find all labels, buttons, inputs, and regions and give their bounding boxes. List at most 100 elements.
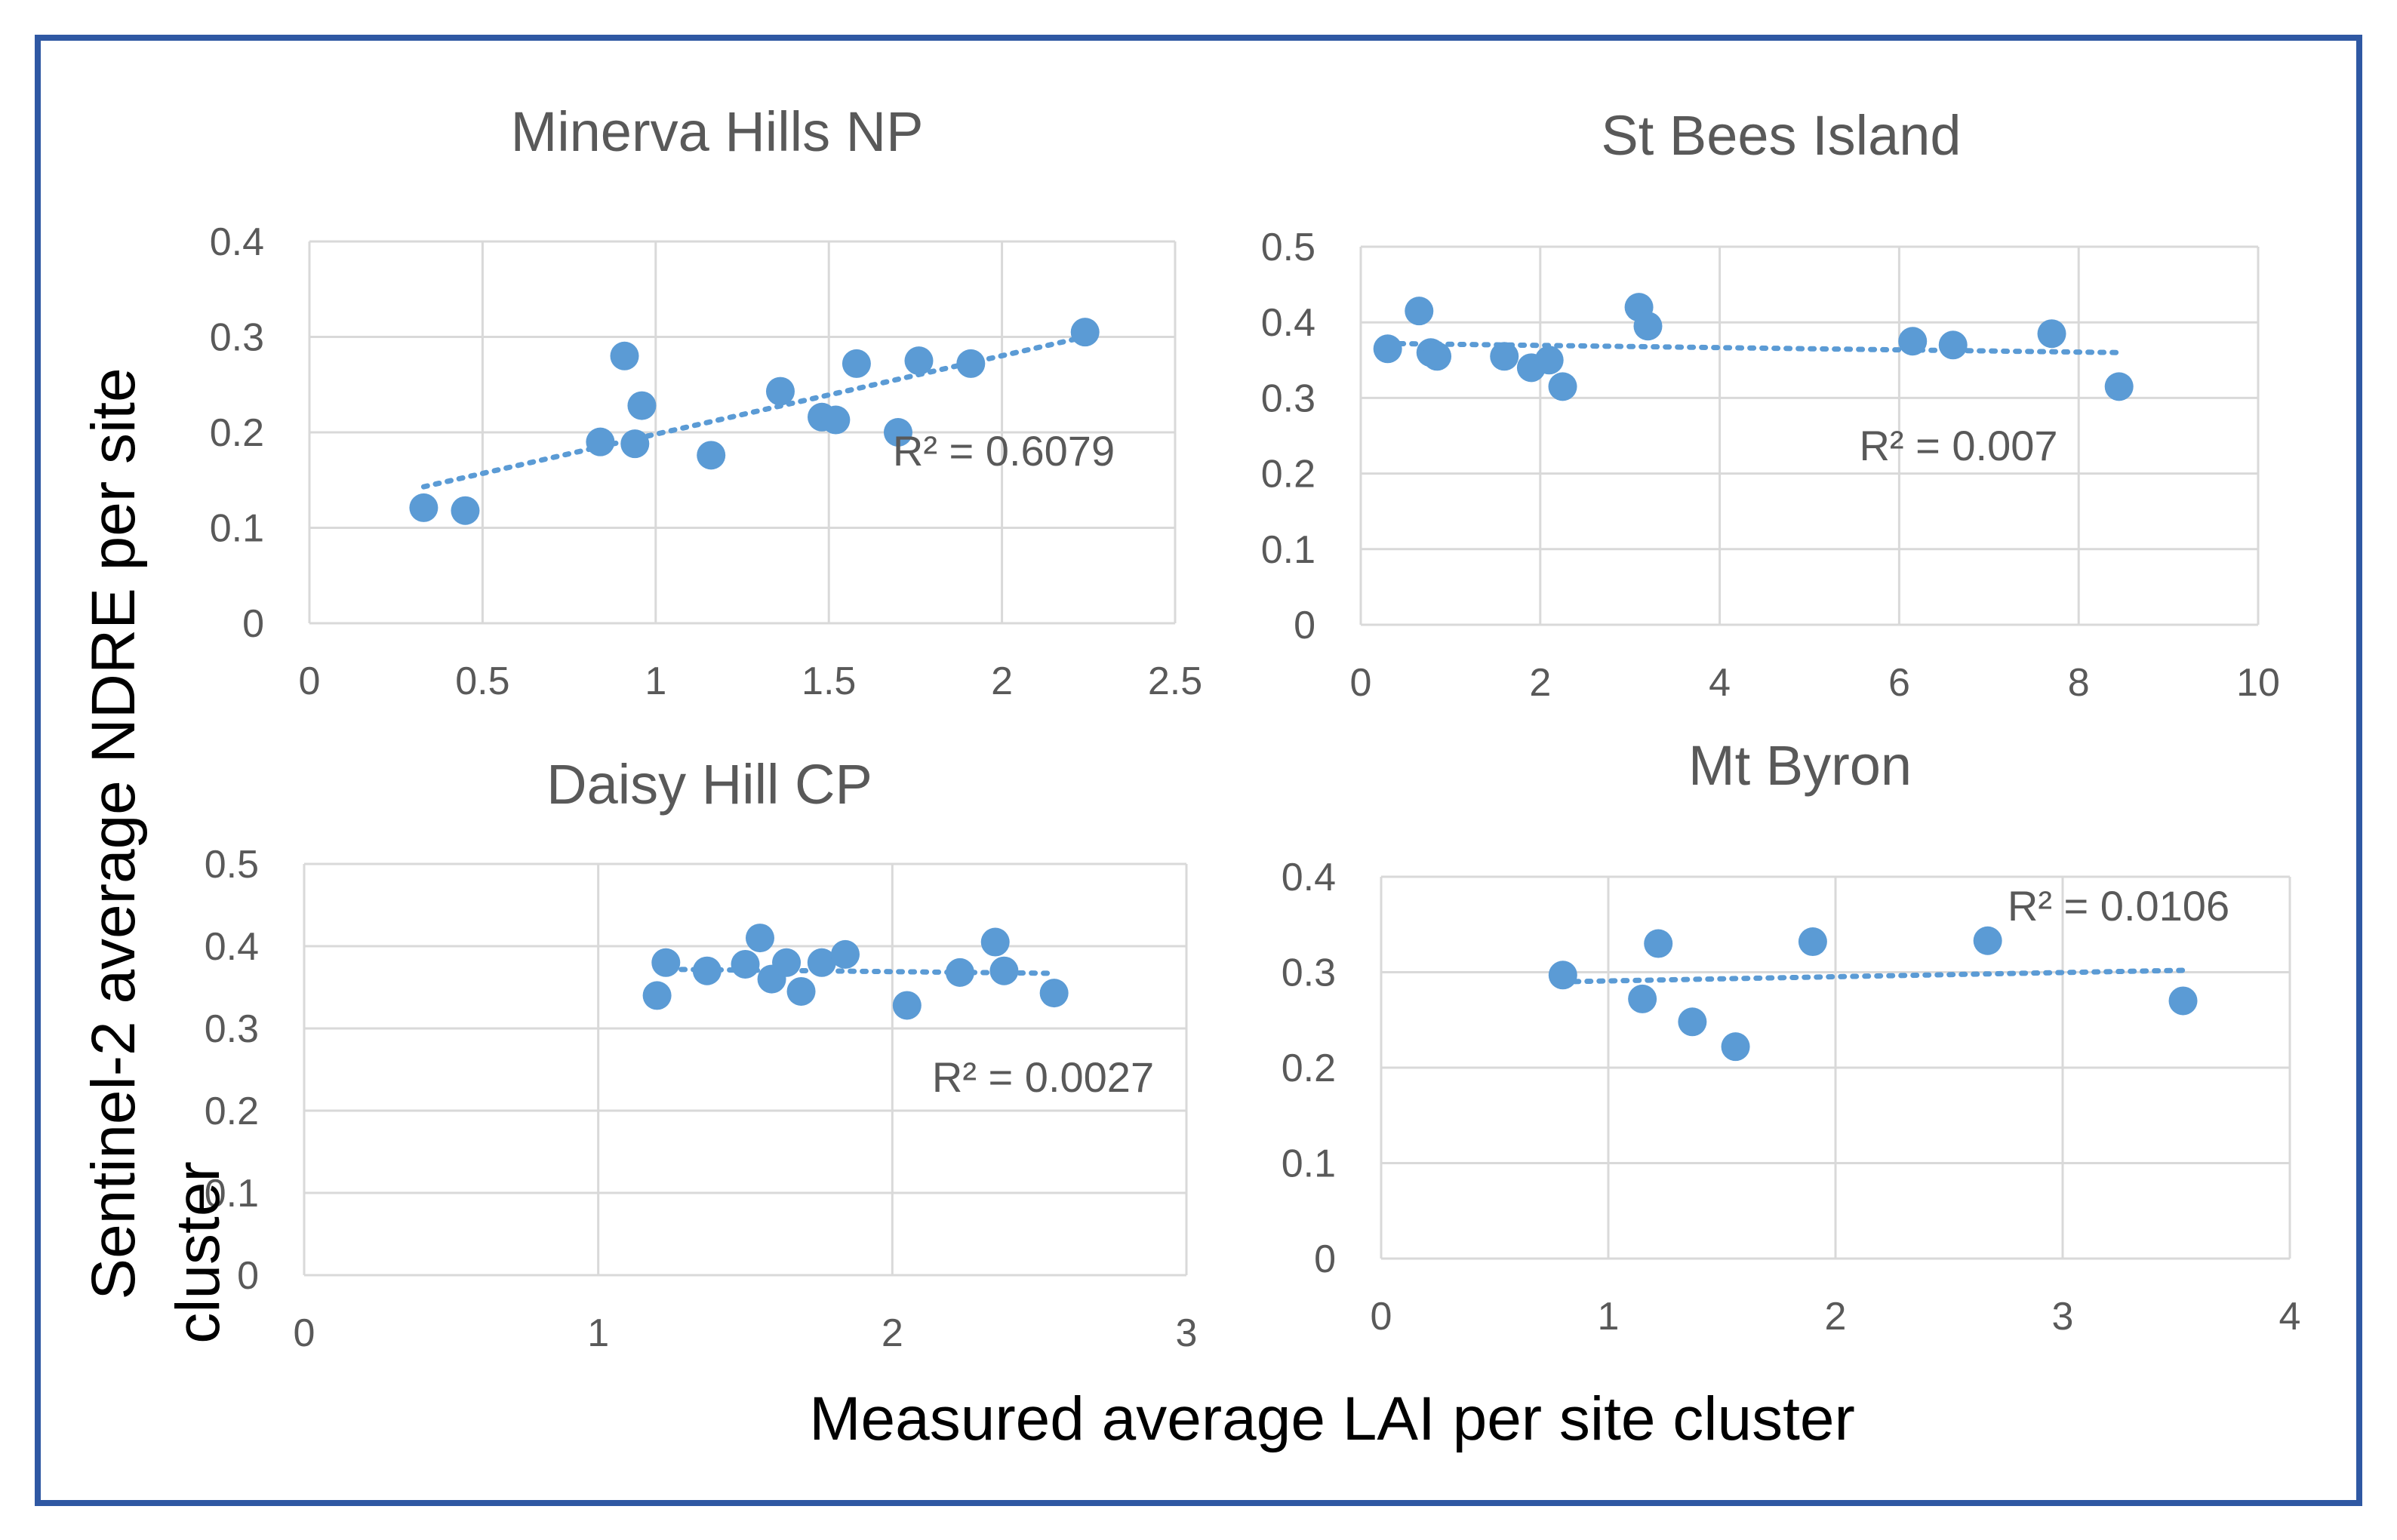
chart-panel-3: 0 0.1 0.2 0.3 0.4 0.5 0 1 2 3 Daisy Hill CP R² = 0.… — [205, 753, 1198, 1355]
y-tick-label: 0 — [237, 1254, 259, 1298]
data-point — [1548, 961, 1577, 990]
trendline — [1560, 967, 2186, 985]
y-axis-label-line1: Sentinel-2 average NDRE per site — [79, 367, 148, 1299]
chart-title: Mt Byron — [1688, 734, 1912, 797]
data-point — [1644, 929, 1673, 958]
y-tick-label: 0.2 — [1282, 1047, 1336, 1090]
data-point — [1721, 1032, 1750, 1062]
data-point — [1678, 1007, 1707, 1037]
x-tick-label: 10 — [2236, 661, 2280, 705]
x-tick-label: 4 — [1709, 661, 1731, 705]
data-point — [620, 429, 650, 459]
data-point — [1423, 342, 1452, 371]
y-tick-label: 0 — [1314, 1237, 1336, 1281]
y-tick-label: 0.2 — [210, 411, 264, 455]
data-point — [1898, 327, 1928, 356]
trendline — [654, 967, 1057, 976]
data-point — [1973, 926, 2002, 955]
r-squared-label: R² = 0.0106 — [2008, 882, 2229, 930]
r-squared-label: R² = 0.0027 — [932, 1053, 1154, 1101]
data-point — [610, 341, 639, 370]
chart-panel-1: 0 0.1 0.2 0.3 0.4 0 0.5 1 1.5 2 2.5 Minerva Hills N… — [210, 100, 1202, 703]
y-tick-label: 0.3 — [210, 316, 264, 360]
y-tick-label: 0.4 — [205, 925, 259, 969]
data-point — [1628, 984, 1657, 1013]
x-tick-label: 2 — [1529, 661, 1551, 705]
y-tick-label: 0.3 — [1261, 377, 1315, 420]
data-point — [2037, 319, 2066, 349]
chart-panel-2: 0 0.1 0.2 0.3 0.4 0.5 0 2 4 6 8 10 St Bees Island R² … — [1261, 104, 2280, 705]
data-point — [904, 346, 934, 376]
y-tick-label: 0 — [242, 602, 264, 646]
x-axis-label: Measured average LAI per site cluster — [809, 1385, 1855, 1453]
data-point — [980, 927, 1010, 957]
data-point — [627, 391, 657, 420]
x-tick-label: 2 — [1825, 1295, 1847, 1339]
x-tick-label: 2 — [991, 659, 1013, 703]
data-point — [409, 493, 438, 522]
x-tick-label: 0.5 — [455, 659, 509, 703]
data-point — [451, 496, 480, 525]
data-point — [842, 349, 871, 378]
y-tick-label: 0.4 — [1282, 856, 1336, 899]
x-tick-label: 4 — [2279, 1295, 2301, 1339]
data-point — [830, 939, 860, 969]
data-point — [1039, 979, 1069, 1008]
y-tick-label: 0.3 — [205, 1007, 259, 1051]
x-tick-label: 2.5 — [1148, 659, 1202, 703]
y-tick-label: 0 — [1294, 604, 1315, 647]
x-tick-label: 6 — [1888, 661, 1910, 705]
data-point — [892, 991, 922, 1020]
y-tick-label: 0.1 — [1282, 1142, 1336, 1186]
chart-title: Daisy Hill CP — [546, 753, 872, 816]
data-point — [765, 377, 795, 406]
figure-frame — [35, 35, 2362, 1506]
data-point — [731, 949, 760, 979]
x-tick-label: 1 — [1598, 1295, 1620, 1339]
data-point — [807, 948, 836, 977]
panels-group: 0 0.1 0.2 0.3 0.4 0 0.5 1 1.5 2 2.5 Minerva Hills N… — [205, 100, 2301, 1355]
y-tick-label: 0.3 — [1282, 951, 1336, 995]
y-tick-label: 0.1 — [205, 1172, 259, 1216]
data-point — [1798, 927, 1827, 957]
data-point — [1373, 334, 1402, 364]
data-point — [945, 958, 974, 987]
r-squared-label: R² = 0.6079 — [893, 427, 1115, 475]
data-point — [697, 441, 726, 470]
chart-title: St Bees Island — [1601, 104, 1961, 167]
data-point — [642, 981, 672, 1010]
x-tick-label: 0 — [1350, 661, 1372, 705]
data-point — [692, 956, 722, 985]
y-axis-label-line2: cluster — [164, 1161, 232, 1344]
data-point — [745, 924, 774, 953]
data-point — [883, 418, 912, 447]
x-tick-label: 0 — [299, 659, 321, 703]
y-tick-label: 0.1 — [210, 507, 264, 551]
data-point — [651, 948, 681, 977]
data-point — [786, 976, 816, 1006]
x-tick-label: 1.5 — [802, 659, 856, 703]
data-point — [821, 405, 851, 435]
data-point — [1534, 346, 1564, 375]
data-point — [1405, 297, 1434, 326]
data-point — [1548, 372, 1577, 401]
data-point — [956, 349, 986, 378]
x-tick-label: 1 — [587, 1311, 609, 1355]
y-tick-label: 0.2 — [205, 1090, 259, 1133]
data-point — [1633, 312, 1663, 341]
data-point — [772, 948, 802, 977]
data-point — [1070, 318, 1100, 347]
data-point — [989, 956, 1019, 985]
data-point — [586, 427, 615, 456]
chart-panel-4: 0 0.1 0.2 0.3 0.4 0 1 2 3 4 Mt Byron R² = 0.0106 — [1282, 734, 2301, 1339]
x-tick-label: 0 — [1371, 1295, 1392, 1339]
x-tick-label: 3 — [1176, 1311, 1198, 1355]
data-point — [1938, 330, 1968, 360]
x-tick-label: 3 — [2052, 1295, 2074, 1339]
chart-title: Minerva Hills NP — [511, 100, 924, 163]
y-tick-label: 0.2 — [1261, 453, 1315, 496]
x-tick-label: 8 — [2068, 661, 2090, 705]
data-point — [1490, 342, 1519, 371]
x-tick-label: 1 — [645, 659, 666, 703]
